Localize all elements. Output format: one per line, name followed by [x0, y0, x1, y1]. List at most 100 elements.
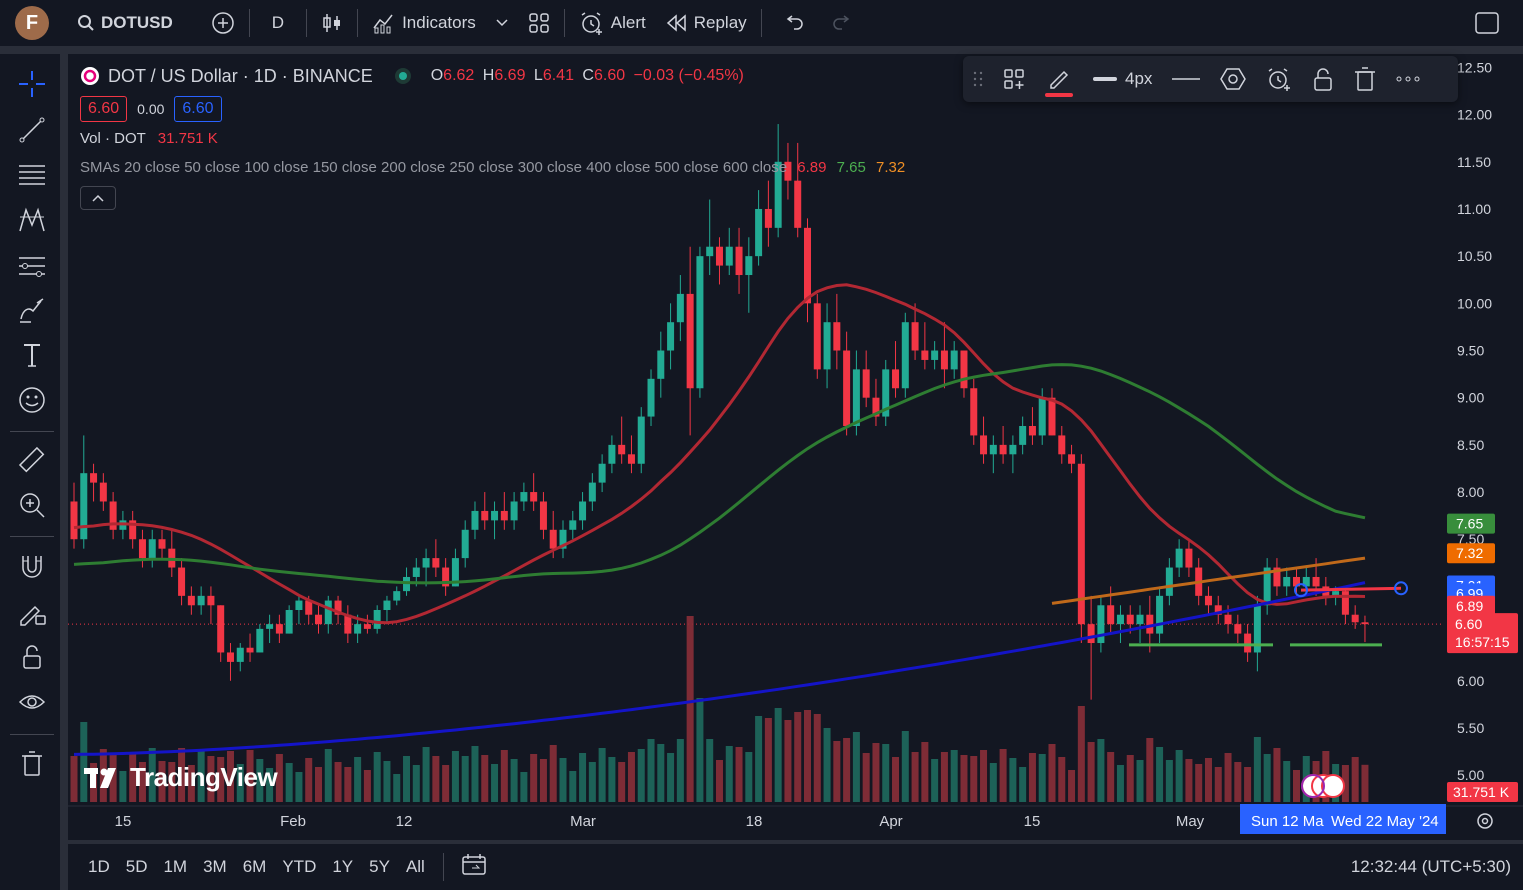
- candle-body: [1283, 576, 1291, 587]
- volume-bar: [217, 757, 225, 802]
- settings-button[interactable]: [1210, 56, 1256, 102]
- time-tick-label: 15: [1024, 813, 1041, 830]
- chart-pane[interactable]: 12.50 12.00 11.50 11.00 10.50 10.00 9.50 9.00 8.…: [68, 54, 1523, 840]
- trend-line-tool[interactable]: [14, 112, 50, 148]
- symbol-search-button[interactable]: DOTUSD: [67, 5, 183, 41]
- stay-drawing-tool[interactable]: [14, 594, 50, 630]
- compare-symbol-button[interactable]: [201, 5, 245, 41]
- redo-button[interactable]: [822, 5, 862, 41]
- candle-body: [99, 482, 107, 502]
- selected-trend-line[interactable]: [1300, 586, 1402, 592]
- more-button[interactable]: [1386, 56, 1430, 102]
- replay-button[interactable]: Replay: [656, 5, 757, 41]
- magnet-tool[interactable]: [14, 549, 50, 585]
- templates-button[interactable]: [993, 56, 1035, 102]
- measure-tool[interactable]: [14, 442, 50, 478]
- range-button-3m[interactable]: 3M: [203, 857, 227, 876]
- volume-bar: [520, 772, 528, 802]
- range-button-ytd[interactable]: YTD: [282, 857, 317, 876]
- candle-body: [500, 510, 508, 521]
- brush-tool[interactable]: [14, 292, 50, 328]
- trend-line-handle[interactable]: [1394, 581, 1408, 596]
- range-button-all[interactable]: All: [405, 857, 425, 876]
- undo-icon: [784, 15, 804, 31]
- templates-button[interactable]: [518, 5, 560, 41]
- volume-bar: [852, 732, 860, 802]
- market-status-icon: [394, 68, 411, 84]
- volume-bar: [539, 759, 547, 802]
- zoom-tool[interactable]: [14, 487, 50, 523]
- chevron-down-icon[interactable]: [496, 19, 508, 27]
- candle-body: [1077, 463, 1085, 625]
- candle-body: [393, 591, 401, 601]
- candle-body: [451, 558, 459, 587]
- top-toolbar: F DOTUSD D Indicators: [0, 0, 1523, 50]
- lock-drawings-tool[interactable]: [14, 639, 50, 675]
- range-button-5y[interactable]: 5Y: [369, 857, 390, 876]
- volume-badge-label: 31.751 K: [1453, 784, 1510, 800]
- templates-icon: [1003, 68, 1025, 90]
- axis-settings-icon[interactable]: [1477, 813, 1493, 829]
- range-button-5d[interactable]: 5D: [125, 857, 148, 876]
- candle-body: [373, 610, 381, 629]
- flag-ring: [1301, 774, 1325, 798]
- interval-button[interactable]: D: [271, 13, 285, 32]
- projection-tool[interactable]: [14, 247, 50, 283]
- candle-body: [334, 600, 342, 615]
- line-style-button[interactable]: [1162, 56, 1210, 102]
- drag-handle[interactable]: [963, 56, 993, 102]
- trend-line-handle[interactable]: [1294, 583, 1308, 598]
- collapse-legend-button[interactable]: [80, 186, 116, 210]
- last-price-badge-bg: [1447, 613, 1518, 654]
- price-tick-label: 10.00: [1457, 295, 1492, 311]
- trash-icon: [17, 749, 47, 779]
- bid-box[interactable]: 6.60: [80, 96, 128, 122]
- range-button-1d[interactable]: 1D: [88, 857, 110, 876]
- chart-type-button[interactable]: [311, 5, 353, 41]
- undo-button[interactable]: [766, 5, 822, 41]
- clock-timezone[interactable]: 12:32:44 (UTC+5:30): [1350, 857, 1511, 876]
- text-tool[interactable]: [14, 337, 50, 373]
- line-color-button[interactable]: [1035, 56, 1083, 102]
- icon-tool[interactable]: [14, 382, 50, 418]
- price-axis-bg[interactable]: [1443, 54, 1523, 840]
- smiley-icon: [17, 385, 47, 415]
- volume-bar: [530, 754, 538, 802]
- hide-drawings-tool[interactable]: [14, 684, 50, 720]
- user-avatar[interactable]: F: [15, 6, 49, 40]
- volume-bar: [579, 753, 587, 802]
- range-button-1y[interactable]: 1Y: [332, 857, 354, 876]
- symbol-title[interactable]: DOT / US Dollar · 1D · BINANCE: [108, 65, 373, 86]
- volume-bar: [1244, 767, 1252, 802]
- delete-button[interactable]: [1344, 56, 1386, 102]
- candle-body: [412, 567, 420, 577]
- fullscreen-button[interactable]: [1465, 5, 1509, 41]
- candle-body: [706, 246, 714, 257]
- add-alert-button[interactable]: [1256, 56, 1302, 102]
- pattern-tool[interactable]: [14, 202, 50, 238]
- range-button-1m[interactable]: 1M: [163, 857, 188, 876]
- indicators-button[interactable]: Indicators: [362, 5, 518, 41]
- range-button-6m[interactable]: 6M: [242, 857, 267, 876]
- ask-box[interactable]: 6.60: [174, 96, 222, 122]
- price-chart[interactable]: 12.50 12.00 11.50 11.00 10.50 10.00 9.50 9.00 8.…: [68, 54, 1523, 840]
- lock-button[interactable]: [1302, 56, 1344, 102]
- remove-drawings-tool[interactable]: [14, 746, 50, 782]
- fib-tool[interactable]: [14, 157, 50, 193]
- candle-body: [901, 322, 909, 389]
- crosshair-tool[interactable]: [14, 66, 50, 102]
- go-to-date-button[interactable]: [454, 853, 496, 881]
- candle-body: [422, 558, 430, 568]
- volume-bar: [794, 712, 802, 802]
- time-range-bg: [1240, 804, 1446, 834]
- candle-body: [1263, 567, 1271, 606]
- crosshair-icon: [17, 69, 47, 99]
- candle-body: [1156, 595, 1164, 634]
- candle-body: [549, 529, 557, 549]
- candle-body: [1146, 614, 1154, 634]
- line-width-button[interactable]: 4px: [1083, 56, 1162, 102]
- candle-body: [471, 510, 479, 530]
- candle-body: [1351, 614, 1359, 623]
- divider: [248, 9, 250, 37]
- alert-button[interactable]: Alert: [569, 5, 656, 41]
